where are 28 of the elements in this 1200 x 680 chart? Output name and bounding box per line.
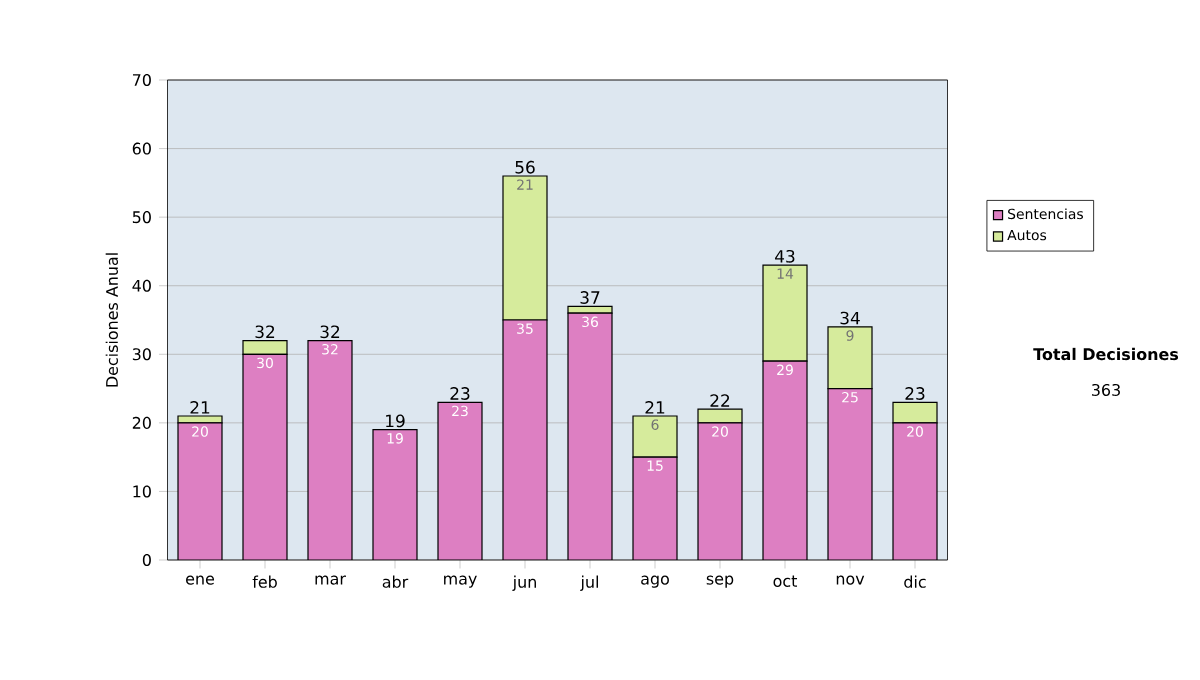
- total-label: 32: [320, 325, 340, 339]
- bar: [178, 422, 222, 560]
- bar: [373, 429, 417, 560]
- total-label: 56: [515, 160, 535, 174]
- bar: [633, 457, 678, 560]
- total-label: 19: [386, 414, 405, 428]
- bar: [698, 422, 743, 560]
- bar: [632, 415, 678, 458]
- total-label: 21: [645, 401, 665, 414]
- bar: [697, 408, 743, 424]
- bar: [503, 320, 547, 560]
- bar: [827, 326, 873, 390]
- total-label: 23: [905, 387, 925, 400]
- total-label: 43: [775, 249, 795, 263]
- bar: [243, 354, 287, 560]
- bar: [568, 313, 613, 560]
- total-label: 23: [450, 387, 470, 400]
- total-label: 22: [710, 394, 730, 407]
- bar: [242, 339, 288, 355]
- total-label: 37: [580, 291, 600, 304]
- bar: [892, 422, 938, 560]
- total-label: 32: [255, 325, 275, 339]
- bar: [763, 361, 808, 560]
- bar: [308, 340, 352, 560]
- bar: [438, 402, 482, 560]
- total-label: 34: [840, 311, 860, 325]
- total-label: 21: [190, 401, 210, 414]
- bar: [828, 388, 873, 560]
